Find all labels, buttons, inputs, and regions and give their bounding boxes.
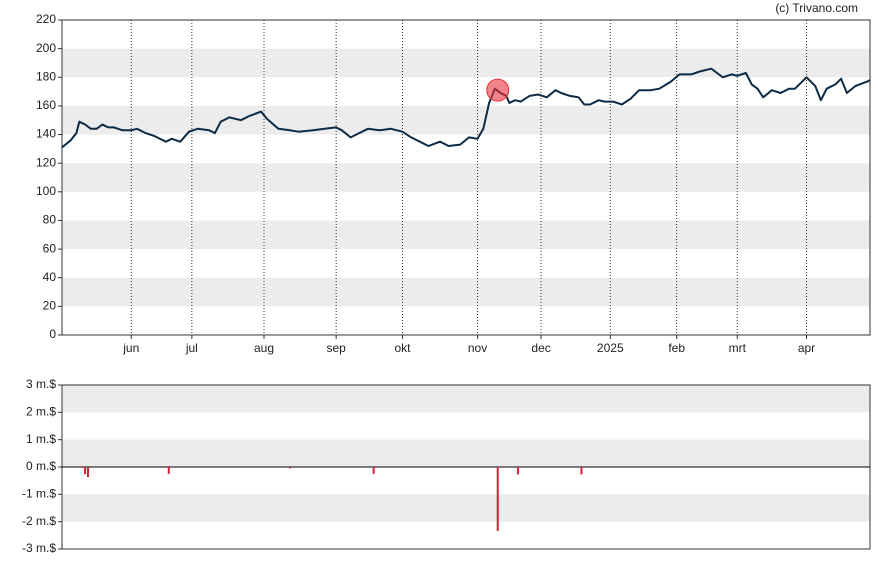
grid-band <box>62 220 870 250</box>
plot-frame <box>61 19 871 336</box>
credit: (c) Trivano.com <box>775 1 858 15</box>
y-tick-label: 60 <box>43 241 57 255</box>
y-tick-label: 80 <box>43 213 57 227</box>
grid-band <box>62 277 870 307</box>
y-tick-label: -1 m.$ <box>22 487 56 501</box>
price-line <box>61 67 871 149</box>
y-tick-label: -2 m.$ <box>22 514 56 528</box>
x-tick-label: jun <box>122 341 139 355</box>
y-tick-label: 140 <box>36 127 56 141</box>
bar <box>372 467 375 474</box>
grid-band <box>62 163 870 192</box>
y-tick-label: 120 <box>36 155 56 169</box>
y-tick-label: 0 <box>49 327 56 341</box>
y-tick-label: 1 m.$ <box>26 432 56 446</box>
y-tick-label: -3 m.$ <box>22 541 56 555</box>
x-tick-label: jul <box>185 341 198 355</box>
x-tick-label: nov <box>468 341 487 355</box>
grid-band <box>62 105 870 135</box>
x-tick-label: feb <box>668 341 685 355</box>
x-tick-label: 2025 <box>597 341 624 355</box>
x-tick-label: apr <box>798 341 815 355</box>
y-tick-label: 180 <box>36 69 56 83</box>
y-tick-label: 160 <box>36 98 56 112</box>
bar <box>496 467 499 531</box>
y-tick-label: 2 m.$ <box>26 405 56 419</box>
bar <box>516 467 519 475</box>
grid-band <box>62 439 870 467</box>
y-tick-label: 100 <box>36 184 56 198</box>
bar <box>86 467 89 478</box>
bar <box>84 467 87 475</box>
y-tick-label: 20 <box>43 299 57 313</box>
y-tick-label: 220 <box>36 12 56 26</box>
highlight-marker <box>486 78 510 102</box>
grid-band <box>62 385 870 413</box>
x-tick-label: dec <box>531 341 550 355</box>
x-tick-label: aug <box>254 341 274 355</box>
bar <box>167 467 170 474</box>
y-tick-label: 0 m.$ <box>26 459 56 473</box>
bar <box>288 467 291 469</box>
y-tick-label: 200 <box>36 41 56 55</box>
grid-band <box>62 494 870 522</box>
x-tick-label: okt <box>395 341 412 355</box>
x-tick-label: sep <box>326 341 346 355</box>
y-tick-label: 3 m.$ <box>26 377 56 391</box>
bar <box>580 467 583 475</box>
grid-band <box>62 48 870 78</box>
y-tick-label: 40 <box>43 270 57 284</box>
x-tick-label: mrt <box>729 341 747 355</box>
